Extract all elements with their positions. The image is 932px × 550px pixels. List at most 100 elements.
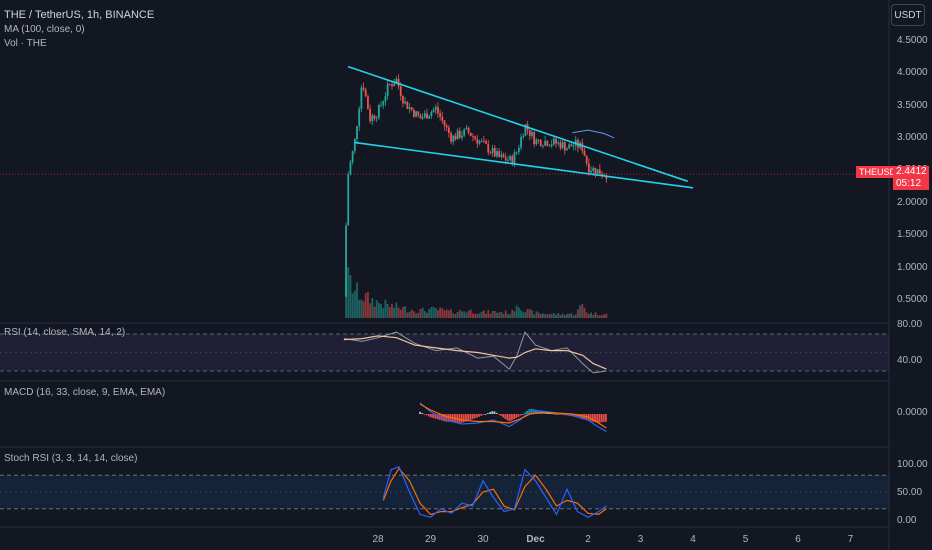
volume-bar-54: [463, 311, 466, 318]
candle-body-57: [469, 132, 472, 137]
macd-hist-39: [504, 414, 507, 419]
stoch-k-line: [382, 466, 607, 518]
volume-legend[interactable]: Vol · THE: [4, 38, 47, 49]
macd-hist-1: [421, 412, 424, 414]
volume-bar-28: [406, 312, 409, 318]
volume-bar-35: [421, 307, 424, 318]
macd-hist-81: [596, 414, 599, 423]
candle-body-52: [458, 130, 461, 138]
candle-body-73: [504, 157, 507, 161]
candle-body-31: [412, 109, 415, 117]
candle-body-89: [539, 140, 542, 147]
candle-body-75: [509, 156, 512, 161]
volume-bar-23: [395, 302, 398, 318]
candle-body-6: [358, 108, 361, 127]
candle-body-46: [445, 125, 448, 128]
last-price-value: 2.4412: [896, 166, 927, 177]
macd-hist-27: [478, 414, 480, 417]
volume-bar-87: [535, 311, 538, 318]
candle-body-58: [472, 136, 474, 137]
candle-body-63: [482, 140, 485, 142]
candle-body-38: [428, 116, 431, 119]
candle-body-15: [377, 105, 380, 118]
macd-hist-41: [508, 414, 511, 422]
volume-bar-114: [594, 312, 597, 318]
candle-body-0: [345, 225, 347, 297]
volume-bar-69: [496, 312, 498, 318]
volume-bar-44: [441, 308, 444, 318]
time-tick: 28: [372, 534, 384, 545]
volume-bar-4: [353, 290, 356, 318]
macd-legend[interactable]: MACD (16, 33, close, 9, EMA, EMA): [4, 387, 166, 398]
candle-body-13: [373, 115, 376, 119]
volume-bar-93: [548, 314, 551, 318]
candle-body-108: [581, 142, 584, 151]
volume-bar-16: [380, 304, 382, 318]
volume-bar-59: [474, 313, 477, 318]
candle-body-41: [434, 107, 437, 110]
macd-hist-44: [515, 414, 518, 419]
candle-body-54: [463, 129, 466, 136]
volume-bar-9: [364, 293, 367, 318]
volume-bar-71: [500, 311, 503, 318]
candle-body-19: [386, 83, 389, 97]
price-tick: 1.0000: [897, 261, 928, 273]
macd-hist-30: [484, 414, 487, 415]
candle-body-44: [441, 116, 444, 121]
volume-bar-53: [461, 311, 463, 318]
price-tick: 3.5000: [897, 99, 928, 111]
candle-body-119: [605, 175, 608, 180]
rsi-legend[interactable]: RSI (14, close, SMA, 14, 2): [4, 327, 126, 338]
volume-bar-104: [572, 315, 575, 318]
macd-hist-73: [578, 414, 581, 419]
volume-bar-14: [375, 300, 378, 318]
stoch-tick-100: 100.00: [897, 459, 928, 470]
macd-hist-7: [434, 414, 437, 419]
volume-bar-37: [426, 312, 428, 318]
volume-bar-18: [384, 299, 387, 318]
candle-body-8: [362, 87, 365, 90]
stoch-legend[interactable]: Stoch RSI (3, 3, 14, 14, close): [4, 453, 138, 464]
volume-bar-49: [452, 313, 455, 318]
volume-bar-98: [559, 315, 562, 318]
candle-body-76: [511, 156, 514, 165]
volume-bar-1: [347, 267, 350, 318]
macd-hist-4: [427, 414, 430, 417]
macd-hist-32: [489, 412, 491, 414]
macd-hist-37: [500, 414, 502, 416]
candle-body-59: [474, 136, 477, 139]
ma-legend[interactable]: MA (100, close, 0): [4, 24, 85, 35]
volume-bar-52: [458, 309, 461, 318]
volume-bar-57: [469, 309, 472, 318]
volume-bar-76: [511, 309, 514, 318]
volume-bar-73: [504, 310, 507, 318]
macd-signal-line: [419, 403, 607, 429]
candle-body-84: [528, 129, 531, 136]
candle-body-65: [487, 143, 490, 153]
candle-body-64: [485, 141, 487, 144]
candle-body-30: [410, 107, 413, 110]
candle-body-104: [572, 145, 575, 147]
volume-bar-97: [557, 313, 560, 318]
volume-bar-21: [391, 303, 393, 318]
candle-body-86: [533, 132, 536, 145]
candle-body-4: [353, 138, 356, 152]
volume-bar-33: [417, 312, 420, 318]
volume-bar-78: [515, 305, 518, 318]
candle-body-82: [524, 124, 527, 136]
candle-body-78: [515, 152, 518, 153]
candle-body-62: [480, 140, 483, 142]
candle-body-112: [590, 171, 592, 173]
candle-body-53: [461, 135, 463, 138]
currency-button[interactable]: USDT: [891, 4, 925, 26]
macd-hist-64: [559, 414, 561, 415]
candle-body-24: [397, 78, 400, 87]
volume-bar-109: [583, 307, 586, 318]
volume-bar-65: [487, 310, 490, 318]
volume-bar-27: [404, 306, 407, 318]
volume-bar-101: [566, 313, 568, 318]
candle-body-40: [432, 109, 435, 113]
candle-body-91: [544, 140, 547, 146]
candle-body-21: [391, 84, 393, 87]
